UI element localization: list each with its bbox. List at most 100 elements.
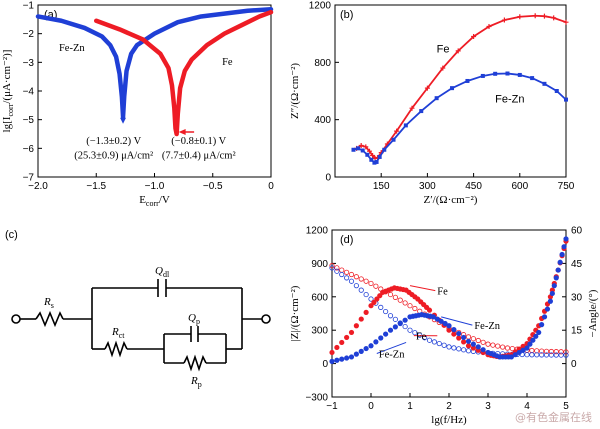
- d-point-fe-zn-angle: [438, 318, 444, 324]
- d-point-fe-zn-angle: [530, 337, 536, 343]
- d-point-fe-z-: [529, 347, 535, 354]
- d-point-fe-zn-angle: [446, 323, 452, 329]
- d-point-fe-z-: [504, 345, 511, 351]
- panel-d-bode: −1 0 1 2 3 4 5−30003006009001200015304560lg(f/…: [289, 226, 599, 427]
- d-point-fe-angle: [451, 331, 457, 337]
- c-label-rp: Rp: [190, 375, 202, 389]
- d-point-fe-angle: [461, 339, 467, 345]
- b-x-tick-label: 300: [419, 181, 436, 192]
- d-point-fe-zn-z-: [436, 340, 442, 347]
- b-point-fe: [363, 144, 369, 150]
- d-x-tick-label: 0: [368, 401, 374, 412]
- c-terminal-left: [11, 314, 21, 324]
- d-point-fe-z-: [334, 265, 340, 271]
- d-point-fe-zn-angle: [329, 358, 335, 364]
- d-point-fe-zn-angle: [348, 354, 355, 360]
- d-point-fe-zn-z-: [392, 316, 398, 322]
- d-point-fe-zn-angle: [559, 251, 565, 258]
- b-y-axis-label: Z″/(Ω·cm⁻²): [289, 63, 301, 119]
- a-x-tick-label: 0: [268, 181, 274, 192]
- d-point-fe-angle: [339, 339, 345, 346]
- d-point-fe-zn-angle: [557, 259, 563, 265]
- b-point-fe-zn: [505, 71, 510, 76]
- d-point-fe-zn-angle: [430, 314, 436, 320]
- d-annotation-leader: [441, 316, 473, 326]
- d-point-fe-zn-z-: [329, 265, 335, 271]
- b-point-fe: [358, 142, 364, 148]
- d-point-fe-z-: [353, 274, 359, 280]
- panel-c-circuit: (c) Rs Qdl Rct Qp Rp: [5, 229, 271, 389]
- d-point-fe-zn-angle: [451, 327, 457, 333]
- c-terminal-right: [261, 314, 271, 324]
- b-y-tick-label: 400: [314, 115, 331, 126]
- d-point-fe-z-: [358, 276, 364, 282]
- d-point-fe-zn-angle: [520, 347, 526, 353]
- b-point-fe-zn: [374, 159, 379, 164]
- b-point-fe: [551, 15, 557, 21]
- d-point-fe-angle: [371, 299, 377, 305]
- d-annotation: Fe-Zn: [474, 321, 500, 332]
- b-series-line-fe: [356, 14, 567, 160]
- a-y-tick-label: −5: [23, 115, 35, 126]
- a-y-tick-label: −1: [23, 1, 35, 12]
- d-point-fe-zn-angle: [461, 334, 467, 341]
- d-point-fe-zn-z-: [387, 313, 394, 319]
- b-point-fe: [471, 34, 477, 40]
- a-y-tick-label: −7: [23, 173, 35, 184]
- b-point-fe: [409, 105, 415, 111]
- c-resistor-rp: [183, 354, 207, 372]
- c-label-rct: Rct: [111, 326, 125, 340]
- d-point-fe-z-: [509, 345, 515, 352]
- a-annotation: Fe-Zn: [59, 43, 85, 54]
- d-point-fe-zn-z-: [358, 287, 364, 293]
- d-point-fe-zn-angle: [442, 320, 448, 327]
- d-point-fe-z-: [397, 297, 403, 303]
- d-point-fe-angle: [465, 343, 472, 349]
- d-annotation-leader: [376, 341, 407, 354]
- d-x-tick-label: 1: [407, 401, 413, 412]
- d-point-fe-angle: [363, 309, 369, 315]
- d-point-fe-zn-z-: [543, 352, 550, 358]
- d-point-fe-zn-z-: [363, 291, 369, 298]
- d-point-fe-zn-angle: [363, 345, 369, 352]
- d-point-fe-zn-angle: [551, 283, 557, 289]
- d-point-fe-zn-z-: [368, 296, 374, 302]
- d-point-fe-zn-angle: [465, 338, 472, 344]
- b-point-fe: [424, 85, 430, 91]
- d-point-fe-zn-z-: [524, 352, 530, 358]
- panel-a-polarization: −2.0 −1.5 −1.0 −0.5 0 −7 −6 −5 −4 −3 −2 −1 Ecorr/V lg…: [1, 1, 274, 209]
- d-point-fe-zn-z-: [412, 330, 418, 336]
- d-point-fe-z-: [475, 337, 481, 344]
- b-point-fe: [455, 48, 461, 54]
- d-point-fe-z-: [490, 342, 496, 348]
- d-point-fe-z-: [344, 269, 350, 275]
- d-point-fe-zn-angle: [353, 351, 359, 357]
- d-x-tick-label: 2: [446, 401, 452, 412]
- d-point-fe-zn-angle: [358, 348, 364, 354]
- a-x-tick-label: −2.0: [28, 181, 48, 192]
- d-point-fe-zn-angle: [512, 352, 518, 358]
- d-annotation-leader: [409, 285, 436, 292]
- d-point-fe-zn-z-: [441, 342, 447, 348]
- b-y-tick-label: 1200: [309, 1, 332, 12]
- a-annotation: Fe: [222, 57, 233, 68]
- d-y2-axis-label: −Angle/(°): [587, 289, 599, 337]
- d-point-fe-zn-angle: [475, 344, 481, 350]
- d-point-fe-zn-angle: [339, 356, 345, 362]
- d-point-fe-zn-angle: [561, 244, 567, 250]
- d-point-fe-z-: [548, 348, 554, 355]
- b-point-fe-zn: [564, 97, 568, 102]
- d-point-fe-zn-angle: [456, 330, 462, 337]
- d-point-fe-angle: [358, 316, 364, 322]
- d-point-fe-zn-angle: [378, 335, 384, 341]
- d-point-fe-zn-angle: [544, 306, 551, 312]
- b-panel-label: (b): [340, 9, 353, 21]
- d-point-fe-z-: [407, 303, 413, 309]
- d-point-fe-z-: [363, 278, 369, 284]
- b-x-tick-label: 450: [465, 181, 482, 192]
- d-y-tick-label: 0: [322, 359, 328, 370]
- d-annotation: Fe: [416, 332, 427, 343]
- b-point-fe: [486, 24, 492, 29]
- d-point-fe-zn-angle: [508, 354, 514, 360]
- d-point-fe-zn-angle: [536, 329, 542, 336]
